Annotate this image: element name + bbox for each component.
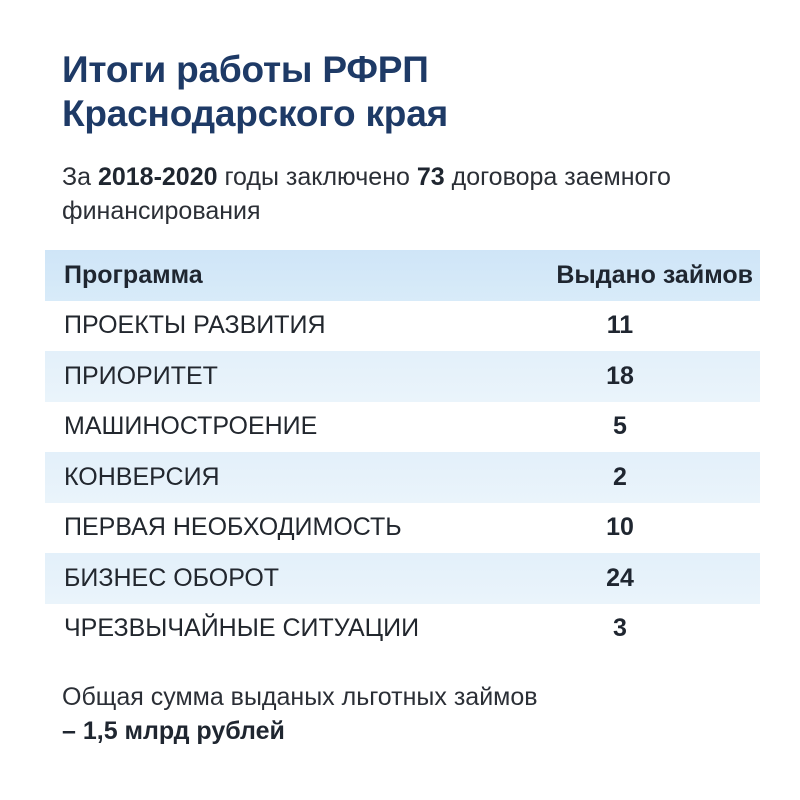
title-line-2: Краснодарского края bbox=[62, 93, 448, 134]
loans-table: Программа Выдано займов ПРОЕКТЫ РАЗВИТИЯ… bbox=[45, 250, 760, 654]
total-amount: – 1,5 млрд рублей bbox=[62, 717, 285, 745]
program-name: ПЕРВАЯ НЕОБХОДИМОСТЬ bbox=[64, 513, 402, 542]
header-program: Программа bbox=[64, 260, 203, 289]
page-title: Итоги работы РФРП Краснодарского края bbox=[62, 48, 762, 136]
table-row: ПРОЕКТЫ РАЗВИТИЯ 11 bbox=[45, 300, 760, 351]
loans-count: 5 bbox=[613, 412, 627, 441]
summary-years: 2018-2020 bbox=[97, 163, 218, 191]
summary-prefix: За bbox=[62, 163, 98, 191]
total-label: Общая сумма выданых льготных займов bbox=[62, 683, 538, 711]
program-name: КОНВЕРСИЯ bbox=[64, 462, 220, 491]
table-row: ПРИОРИТЕТ 18 bbox=[45, 351, 760, 402]
summary-count: 73 bbox=[416, 163, 445, 191]
table-row: КОНВЕРСИЯ 2 bbox=[45, 452, 760, 503]
total-amount-text: Общая сумма выданых льготных займов – 1,5… bbox=[62, 680, 762, 748]
loans-count: 24 bbox=[606, 563, 634, 592]
program-name: МАШИНОСТРОЕНИЕ bbox=[64, 412, 318, 441]
table-row: МАШИНОСТРОЕНИЕ 5 bbox=[45, 401, 760, 452]
loans-count: 2 bbox=[613, 462, 627, 491]
table-row: ПЕРВАЯ НЕОБХОДИМОСТЬ 10 bbox=[45, 502, 760, 553]
program-name: БИЗНЕС ОБОРОТ bbox=[64, 563, 280, 592]
header-loans: Выдано займов bbox=[556, 260, 753, 289]
loans-count: 18 bbox=[606, 361, 634, 390]
program-name: ЧРЕЗВЫЧАЙНЫЕ СИТУАЦИИ bbox=[64, 614, 420, 643]
program-name: ПРИОРИТЕТ bbox=[64, 361, 218, 390]
loans-count: 11 bbox=[606, 311, 634, 340]
summary-text: За 2018-2020 годы заключено 73 договора … bbox=[62, 160, 762, 228]
summary-middle: годы заключено bbox=[217, 163, 417, 191]
table-row: БИЗНЕС ОБОРОТ 24 bbox=[45, 553, 760, 604]
title-line-1: Итоги работы РФРП bbox=[62, 49, 429, 90]
table-row: ЧРЕЗВЫЧАЙНЫЕ СИТУАЦИИ 3 bbox=[45, 603, 760, 654]
summary-suffix: договора заемного финансирования bbox=[62, 163, 671, 225]
loans-count: 3 bbox=[613, 614, 627, 643]
table-header-row: Программа Выдано займов bbox=[45, 250, 760, 301]
loans-count: 10 bbox=[606, 513, 634, 542]
program-name: ПРОЕКТЫ РАЗВИТИЯ bbox=[64, 311, 326, 340]
